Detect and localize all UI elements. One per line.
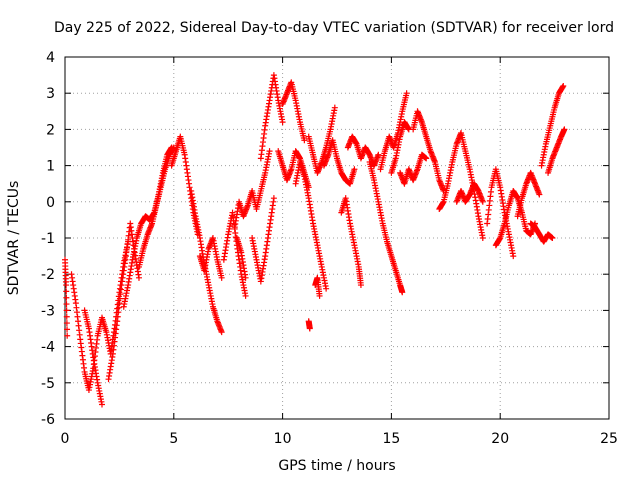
data-point (64, 332, 71, 339)
data-point (218, 274, 225, 281)
data-point (242, 274, 249, 281)
y-tick-label: 3 (46, 86, 55, 102)
x-tick-label: 5 (169, 431, 178, 447)
data-point (63, 307, 70, 314)
data-point (135, 274, 142, 281)
y-tick-label: -1 (41, 231, 55, 247)
data-point (270, 195, 277, 202)
x-tick-label: 20 (491, 431, 509, 447)
y-tick-label: 0 (46, 195, 55, 211)
data-point (63, 301, 70, 308)
y-tick-label: -4 (41, 340, 55, 356)
y-tick-label: -2 (41, 267, 55, 283)
data-point (536, 191, 543, 198)
data-point (64, 326, 71, 333)
data-point (351, 166, 358, 173)
data-point (266, 148, 273, 155)
data-point (98, 401, 105, 408)
x-tick-label: 0 (61, 431, 70, 447)
grid (65, 57, 609, 419)
data-point (399, 289, 406, 296)
data-point (63, 320, 70, 327)
y-tick-label: -5 (41, 376, 55, 392)
data-point (357, 282, 364, 289)
data-point (323, 285, 330, 292)
x-axis-label: GPS time / hours (278, 458, 395, 474)
data-point (301, 137, 308, 144)
y-tick-label: 4 (46, 50, 55, 66)
x-tick-label: 10 (274, 431, 292, 447)
data-point (561, 126, 568, 133)
y-tick-label: 2 (46, 122, 55, 138)
data-point (63, 282, 70, 289)
data-series (62, 72, 568, 408)
data-point (423, 155, 430, 162)
x-tick-label: 15 (382, 431, 400, 447)
axis-ticks: 0 5 10 15 20 25 -6 -5 -4 -3 -2 -1 0 1 2 3 4 (41, 50, 618, 447)
data-point (63, 313, 70, 320)
data-point (479, 198, 486, 205)
y-tick-label: 1 (46, 159, 55, 175)
data-point (375, 151, 382, 158)
y-tick-label: -3 (41, 303, 55, 319)
data-point (560, 82, 567, 89)
data-point (510, 253, 517, 260)
data-point (242, 292, 249, 299)
data-point (316, 292, 323, 299)
y-tick-label: -6 (41, 412, 55, 428)
y-axis-label: SDTVAR / TECUs (6, 181, 22, 296)
data-point (403, 90, 410, 97)
data-point (306, 325, 313, 332)
data-point (279, 119, 286, 126)
data-point (549, 235, 556, 241)
data-point (331, 104, 338, 111)
x-tick-label: 25 (600, 431, 618, 447)
data-point (63, 288, 70, 295)
data-point (479, 235, 486, 241)
chart-title: Day 225 of 2022, Sidereal Day-to-day VTE… (54, 20, 614, 36)
data-point (218, 329, 225, 336)
data-point (63, 294, 70, 301)
